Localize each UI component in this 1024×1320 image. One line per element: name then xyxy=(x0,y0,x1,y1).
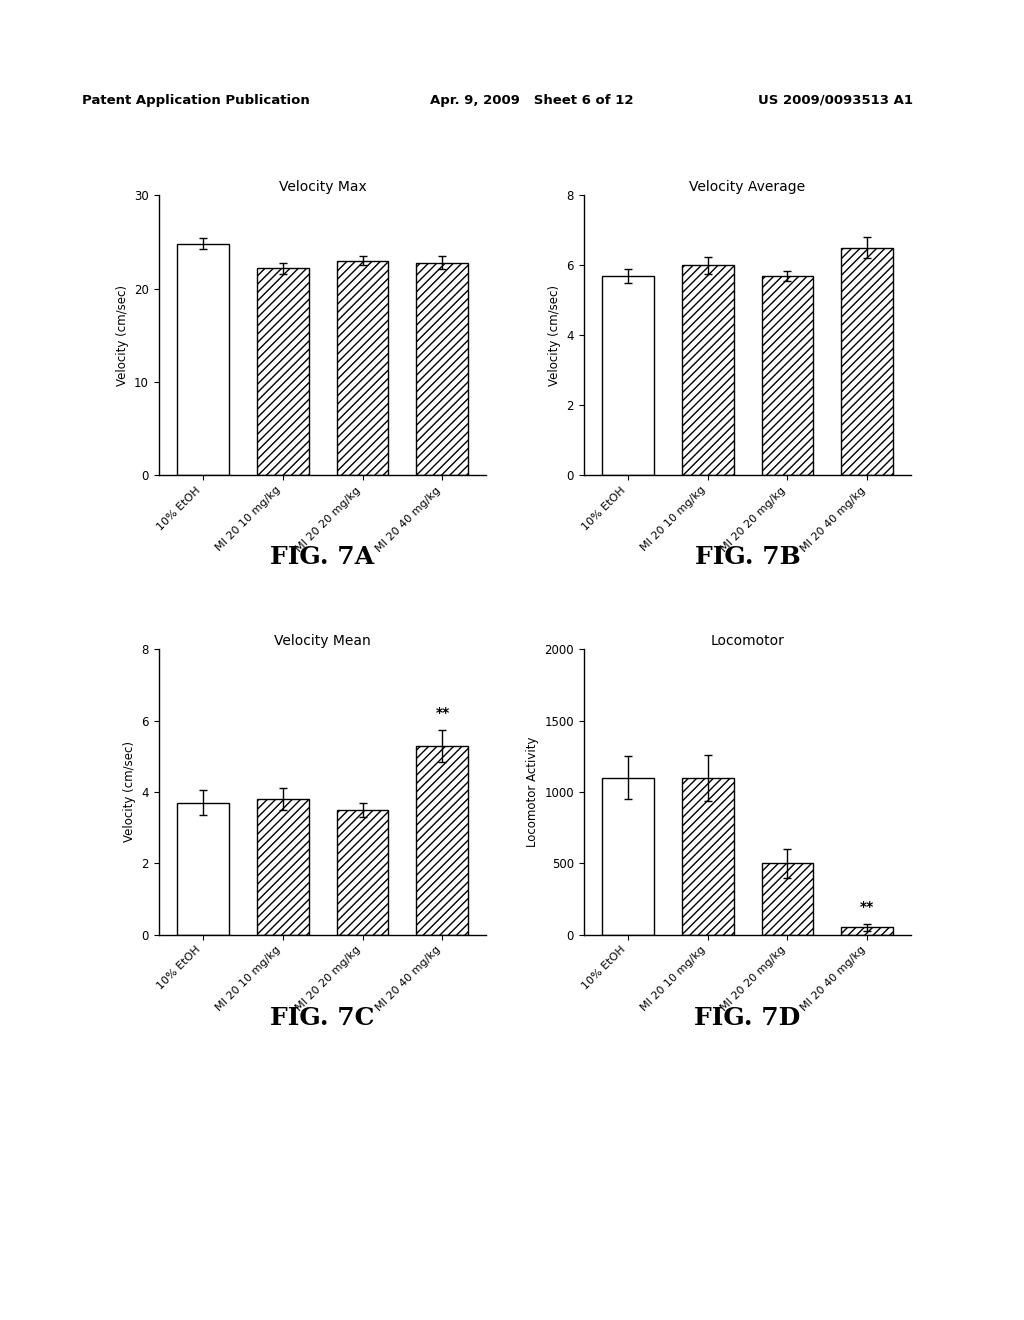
Bar xyxy=(602,777,653,935)
Bar xyxy=(337,809,388,935)
Bar xyxy=(762,863,813,935)
Y-axis label: Velocity (cm/sec): Velocity (cm/sec) xyxy=(123,742,136,842)
Text: FIG. 7C: FIG. 7C xyxy=(270,1006,375,1030)
Text: FIG. 7A: FIG. 7A xyxy=(270,545,375,569)
Bar xyxy=(257,799,308,935)
Text: **: ** xyxy=(860,900,874,913)
Bar xyxy=(417,746,468,935)
Text: US 2009/0093513 A1: US 2009/0093513 A1 xyxy=(758,94,912,107)
Bar xyxy=(682,777,733,935)
Title: Velocity Max: Velocity Max xyxy=(279,181,367,194)
Y-axis label: Locomotor Activity: Locomotor Activity xyxy=(525,737,539,847)
Text: **: ** xyxy=(435,706,450,719)
Bar xyxy=(417,263,468,475)
Bar xyxy=(257,268,308,475)
Text: Apr. 9, 2009   Sheet 6 of 12: Apr. 9, 2009 Sheet 6 of 12 xyxy=(430,94,634,107)
Text: Patent Application Publication: Patent Application Publication xyxy=(82,94,309,107)
Title: Velocity Average: Velocity Average xyxy=(689,181,806,194)
Text: FIG. 7D: FIG. 7D xyxy=(694,1006,801,1030)
Bar xyxy=(842,248,893,475)
Bar xyxy=(682,265,733,475)
Bar xyxy=(177,803,228,935)
Title: Velocity Mean: Velocity Mean xyxy=(274,635,371,648)
Bar xyxy=(177,244,228,475)
Bar xyxy=(337,260,388,475)
Bar xyxy=(842,928,893,935)
Y-axis label: Velocity (cm/sec): Velocity (cm/sec) xyxy=(548,285,561,385)
Title: Locomotor: Locomotor xyxy=(711,635,784,648)
Bar xyxy=(602,276,653,475)
Bar xyxy=(762,276,813,475)
Text: FIG. 7B: FIG. 7B xyxy=(694,545,801,569)
Y-axis label: Velocity (cm/sec): Velocity (cm/sec) xyxy=(116,285,129,385)
